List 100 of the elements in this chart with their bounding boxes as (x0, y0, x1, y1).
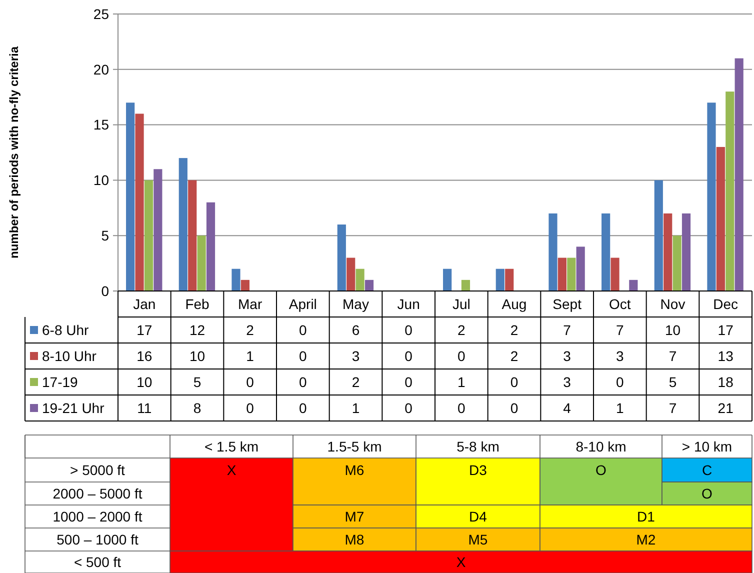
bar (144, 180, 154, 291)
bar (356, 268, 364, 291)
category-label: < 500 ft (74, 554, 122, 570)
data-label: 2 (510, 322, 518, 338)
bar (664, 213, 672, 291)
bar (682, 213, 691, 291)
category-label: > 10 km (682, 438, 732, 454)
data-label: 10 (189, 348, 206, 364)
data-label: 10 (136, 374, 152, 390)
x-tick-label: April (288, 296, 317, 312)
x-tick-label: Aug (502, 296, 527, 312)
data-label: 7 (668, 348, 677, 364)
data-label: 0 (404, 400, 413, 416)
data-label: 0 (458, 348, 466, 364)
text: C (702, 462, 712, 478)
data-label: 0 (299, 348, 308, 364)
data-label: 7 (668, 400, 677, 416)
text: D3 (469, 462, 488, 478)
data-label: 0 (404, 374, 413, 390)
data-label: 0 (404, 348, 413, 364)
category-label: 1.5-5 km (327, 438, 382, 454)
text: X (456, 554, 466, 570)
x-tick-label: May (342, 296, 369, 312)
data-label: 16 (136, 348, 152, 364)
category-label: 8-10 km (576, 438, 626, 454)
text: D1 (637, 508, 656, 524)
data-label: 10 (664, 322, 681, 338)
bar (126, 102, 135, 291)
category-label: 2000 – 5000 ft (52, 485, 142, 502)
data-label: 17 (718, 322, 734, 338)
text: O (702, 485, 713, 502)
data-label: 0 (458, 400, 466, 416)
bar (240, 280, 250, 291)
data-label: 13 (718, 348, 734, 364)
bar (178, 158, 188, 291)
bar (672, 236, 682, 291)
y-axis-title: number of periods with no-fly criteria (7, 46, 21, 259)
y-tick-label: 10 (93, 172, 110, 188)
bar (716, 146, 725, 291)
x-tick-label: Jul (452, 296, 470, 312)
category-label: < 1.5 km (204, 438, 259, 454)
bar (232, 268, 240, 291)
legend-label: 8-10 Uhr (42, 348, 97, 364)
data-label: 1 (616, 400, 624, 416)
bar (496, 268, 504, 291)
bar (610, 258, 620, 291)
data-label: 3 (563, 348, 572, 364)
bar (188, 180, 197, 291)
category-label: > 5000 ft (70, 462, 125, 478)
legend-label: 6-8 Uhr (42, 322, 90, 338)
bar (154, 169, 162, 291)
data-label: 1 (246, 348, 254, 364)
bar (548, 213, 558, 291)
y-tick-label: 25 (93, 6, 110, 22)
text: M8 (344, 531, 364, 548)
bar (576, 246, 585, 291)
data-label: 12 (189, 322, 206, 338)
bar (337, 224, 346, 291)
y-tick-label: 20 (93, 61, 110, 78)
bar (707, 102, 716, 291)
data-label: 0 (299, 400, 308, 416)
data-label: 0 (404, 322, 413, 338)
data-label: 0 (246, 374, 254, 390)
y-tick-label: 5 (101, 228, 110, 244)
bar (135, 114, 144, 291)
x-tick-label: Sept (552, 296, 582, 312)
x-tick-label: Dec (713, 296, 738, 312)
bar (443, 268, 452, 291)
x-tick-label: Jun (397, 296, 420, 312)
legend-label: 19-21 Uhr (42, 400, 105, 416)
text: M5 (468, 531, 488, 548)
data-label: 0 (510, 400, 518, 416)
data-label: 3 (616, 348, 624, 364)
bar (558, 258, 566, 291)
bar (629, 280, 638, 291)
y-tick-label: 0 (101, 282, 110, 299)
data-label: 2 (458, 322, 466, 338)
bar (206, 202, 216, 291)
data-label: 6 (352, 322, 360, 338)
text: D4 (469, 508, 488, 524)
x-tick-label: Mar (238, 296, 262, 312)
x-tick-label: Jan (133, 296, 156, 312)
data-label: 0 (246, 400, 254, 416)
legend-label: 17-19 (42, 374, 78, 390)
data-label: 2 (510, 348, 518, 364)
data-label: 17 (136, 322, 152, 338)
bar (726, 92, 734, 291)
text: M7 (344, 508, 364, 524)
data-label: 21 (718, 400, 734, 416)
bar (461, 280, 470, 291)
bar (346, 258, 356, 291)
data-label: 8 (193, 400, 202, 416)
y-tick-label: 15 (93, 116, 110, 133)
data-label: 7 (616, 322, 624, 338)
text: O (596, 462, 607, 478)
bar (567, 258, 576, 291)
data-label: 3 (352, 348, 360, 364)
data-label: 1 (352, 400, 360, 416)
text: M2 (636, 531, 656, 548)
data-label: 0 (299, 322, 308, 338)
